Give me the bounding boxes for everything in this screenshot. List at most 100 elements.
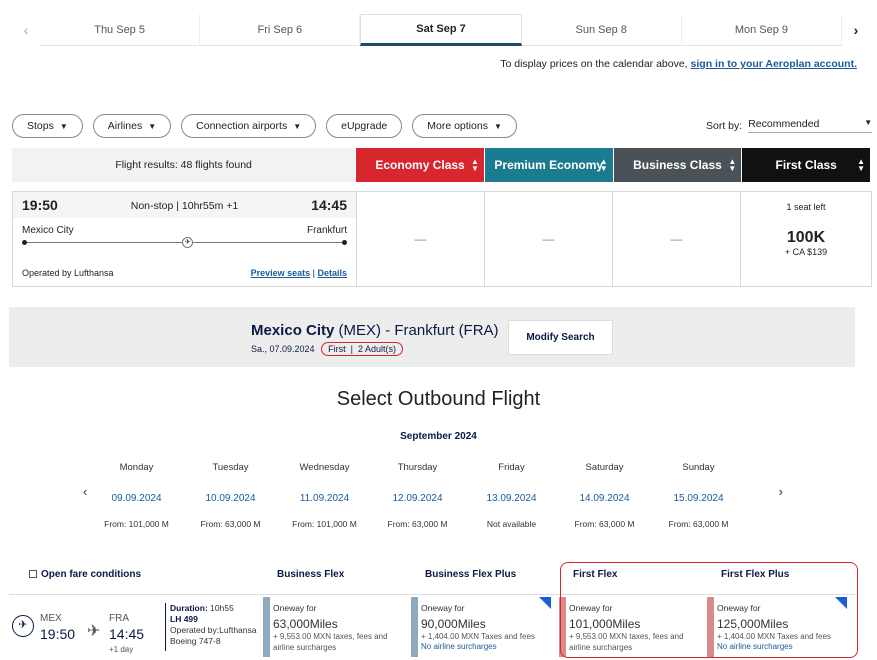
date-tab-mon[interactable]: Mon Sep 9 [681, 14, 843, 46]
eupgrade-filter[interactable]: eUpgrade [326, 114, 403, 138]
open-fare-conditions-link[interactable]: Open fare conditions [29, 569, 141, 580]
fare-surcharge: No airline surcharges [717, 642, 793, 651]
more-options-filter[interactable]: More options ▼ [412, 114, 517, 138]
day-wednesday[interactable]: Wednesday 11.09.2024 From: 101,000 M [278, 462, 371, 529]
sort-label: Sort by: [706, 119, 743, 132]
details-link[interactable]: Details [317, 268, 347, 278]
cabin-pax-highlight: First | 2 Adult(s) [321, 342, 403, 356]
day-price: From: 63,000 M [387, 519, 448, 529]
airlines-filter[interactable]: Airlines ▼ [92, 114, 172, 138]
results-count: Flight results: 48 flights found [12, 148, 356, 182]
arrival-city: Frankfurt [306, 225, 347, 236]
caret-down-icon: ▼ [493, 121, 502, 131]
fare-table-row: ✈ MEX 19:50 ✈ FRA 14:45 +1 day Duration:… [9, 594, 855, 658]
departure-code: MEX [40, 613, 62, 624]
fare-option-first-flex-plus[interactable]: Oneway for 125,000Miles + 1,404.00 MXN T… [707, 597, 847, 657]
day-name: Tuesday [212, 462, 249, 473]
day-saturday[interactable]: Saturday 14.09.2024 From: 63,000 M [558, 462, 651, 529]
aircraft: Boeing 747-8 [170, 636, 221, 646]
stops-filter[interactable]: Stops ▼ [12, 114, 83, 138]
results-header: Flight results: 48 flights found Economy… [12, 148, 871, 182]
day-sunday[interactable]: Sunday 15.09.2024 From: 63,000 M [652, 462, 745, 529]
fare-tax: + 9,553.00 MXN taxes, fees and [569, 632, 684, 641]
route-date: Sa., 07.09.2024 [251, 344, 315, 354]
cabin-business[interactable]: Business Class ▲ ▼ [613, 148, 742, 182]
day-monday[interactable]: Monday 09.09.2024 From: 101,000 M [90, 462, 183, 529]
route-pax: 2 Adult(s) [357, 344, 396, 354]
day-name: Monday [119, 462, 154, 473]
date-tab-sat[interactable]: Sat Sep 7 [360, 14, 522, 46]
sort-icon: ▲ ▼ [857, 157, 866, 173]
date-tab-sun[interactable]: Sun Sep 8 [521, 14, 682, 46]
date-strip: ‹ Thu Sep 5 Fri Sep 6 Sat Sep 7 Sun Sep … [12, 14, 870, 46]
first-price-taxes: + CA $139 [784, 247, 828, 257]
day-name: Friday [498, 462, 525, 473]
filter-bar: Stops ▼ Airlines ▼ Connection airports ▼ eU… [12, 114, 517, 138]
date-tab-thu[interactable]: Thu Sep 5 [40, 14, 201, 46]
day-tuesday[interactable]: Tuesday 10.09.2024 From: 63,000 M [184, 462, 277, 529]
day-name: Sunday [682, 462, 715, 473]
eupgrade-filter-label: eUpgrade [341, 120, 388, 132]
cabin-first[interactable]: First Class ▲ ▼ [742, 148, 871, 182]
route-line: ✈ [22, 237, 347, 248]
day-date: 10.09.2024 [205, 493, 256, 504]
first-fare-cell[interactable]: 1 seat left 100K + CA $139 [741, 192, 871, 286]
page-title: Select Outbound Flight [336, 388, 541, 410]
fare-tax: + 9,553.00 MXN taxes, fees and [273, 632, 388, 641]
flight-summary: Non-stop | 10hr55m +1 [130, 200, 239, 212]
chevron-left-icon[interactable]: ‹ [83, 484, 88, 499]
fare-tax: + 1,404.00 MXN Taxes and fees [421, 632, 535, 641]
fare-miles: 125,000Miles [717, 617, 789, 631]
day-thursday[interactable]: Thursday 12.09.2024 From: 63,000 M [371, 462, 464, 529]
cabin-economy[interactable]: Economy Class ▲ ▼ [356, 148, 484, 182]
chevron-right-icon[interactable]: › [778, 484, 783, 499]
fare-option-first-flex[interactable]: Oneway for 101,000Miles + 9,553.00 MXN t… [559, 597, 699, 657]
cabin-economy-label: Economy Class [375, 158, 465, 172]
caret-down-icon: ▼ [293, 121, 302, 131]
first-fares-highlight [560, 562, 858, 658]
route-code-from: (MEX) [338, 322, 382, 339]
day-price: From: 63,000 M [574, 519, 635, 529]
fare-oneway: Oneway for [717, 603, 761, 613]
day-date: 15.09.2024 [673, 493, 724, 504]
sort-icon: ▲ ▼ [599, 157, 608, 173]
day-name: Saturday [585, 462, 624, 473]
day-date: 13.09.2024 [486, 493, 537, 504]
connection-airports-filter[interactable]: Connection airports ▼ [181, 114, 317, 138]
sort-control: Sort by: Recommended ▼ [706, 118, 873, 133]
flight-summary-bar [13, 192, 356, 218]
preview-seats-link[interactable]: Preview seats [250, 268, 311, 278]
route-city-to: Frankfurt [394, 322, 455, 339]
route-summary-bar: Mexico City (MEX) - Frankfurt (FRA) Sa.,… [9, 307, 855, 367]
cabin-premium[interactable]: Premium Economy ▲ ▼ [484, 148, 613, 182]
fare-oneway: Oneway for [421, 603, 465, 613]
flight-result-row: 19:50 Non-stop | 10hr55m +1 14:45 Mexico… [12, 191, 872, 287]
day-price: Not available [486, 519, 537, 529]
fare-header-business-flex-plus: Business Flex Plus [425, 569, 517, 580]
fare-option-business-flex[interactable]: Oneway for 63,000Miles + 9,553.00 MXN ta… [263, 597, 403, 657]
day-date: 11.09.2024 [299, 493, 350, 504]
duration-line: Duration: 10h55 [170, 603, 256, 614]
modify-search-button[interactable]: Modify Search [508, 320, 613, 355]
cabin-premium-label: Premium Economy [494, 158, 604, 172]
caret-down-icon: ▼ [148, 121, 157, 131]
sort-select[interactable]: Recommended ▼ [748, 118, 873, 133]
day-price: From: 63,000 M [668, 519, 729, 529]
chevron-right-icon[interactable]: › [853, 22, 859, 38]
departure-time: 19:50 [22, 197, 58, 213]
date-tab-fri[interactable]: Fri Sep 6 [200, 14, 361, 46]
departure-time: 19:50 [40, 626, 76, 642]
fare-oneway: Oneway for [569, 603, 613, 613]
fare-option-business-flex-plus[interactable]: Oneway for 90,000Miles + 1,404.00 MXN Ta… [411, 597, 551, 657]
day-friday[interactable]: Friday 13.09.2024 Not available [465, 462, 558, 529]
cabin-business-label: Business Class [633, 158, 722, 172]
day-date: 12.09.2024 [392, 493, 443, 504]
route-subtitle: Sa., 07.09.2024 First | 2 Adult(s) [251, 342, 403, 356]
plane-icon: ✈ [182, 237, 193, 248]
plus-day: +1 day [109, 645, 134, 654]
signin-link[interactable]: sign in to your Aeroplan account. [690, 58, 857, 70]
day-price: From: 101,000 M [292, 519, 357, 529]
open-fare-label: Open fare conditions [41, 569, 142, 580]
route-city-from: Mexico City [251, 322, 335, 339]
chevron-left-icon[interactable]: ‹ [23, 22, 29, 38]
